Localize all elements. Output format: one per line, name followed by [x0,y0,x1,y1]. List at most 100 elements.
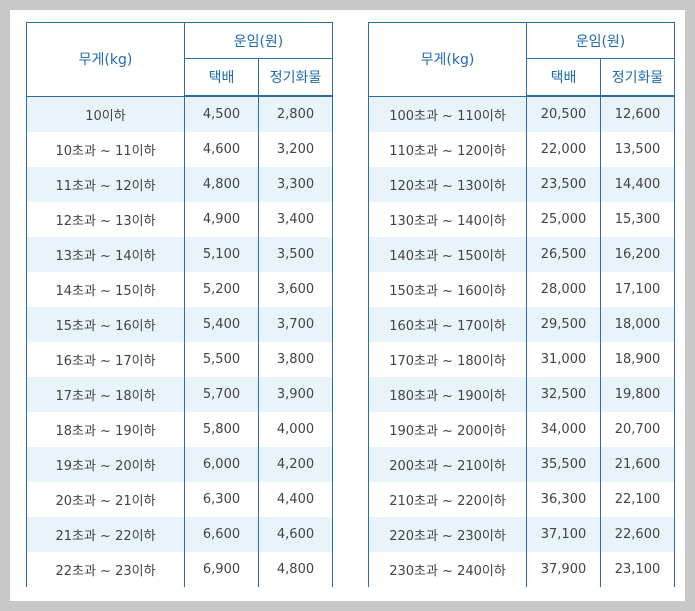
weight-range-cell: 100초과 ~ 110이하 [368,96,527,132]
regular-fare-cell: 2,800 [258,96,333,132]
weight-range-cell: 10이하 [26,96,185,132]
weight-range-cell: 16초과 ~ 17이하 [26,342,185,377]
regular-fare-cell: 13,500 [600,132,675,167]
regular-fare-cell: 3,300 [258,167,333,202]
table-row: 10이하 4,500 2,800 [26,96,333,132]
table-row: 160초과 ~ 170이하 29,500 18,000 [368,307,675,342]
table-row: 230초과 ~ 240이하 37,900 23,100 [368,552,675,587]
weight-range-cell: 160초과 ~ 170이하 [368,307,527,342]
fare-header: 운임(원) [184,22,333,59]
table-row: 21초과 ~ 22이하 6,600 4,600 [26,517,333,552]
table-row: 17초과 ~ 18이하 5,700 3,900 [26,377,333,412]
weight-range-cell: 170초과 ~ 180이하 [368,342,527,377]
weight-range-cell: 230초과 ~ 240이하 [368,552,527,587]
weight-range-cell: 15초과 ~ 16이하 [26,307,185,342]
regular-fare-cell: 16,200 [600,237,675,272]
table-row: 10초과 ~ 11이하 4,600 3,200 [26,132,333,167]
weight-range-cell: 150초과 ~ 160이하 [368,272,527,307]
weight-header: 무게(kg) [26,22,185,97]
weight-range-cell: 21초과 ~ 22이하 [26,517,185,552]
regular-fare-cell: 3,900 [258,377,333,412]
regular-fare-cell: 14,400 [600,167,675,202]
courier-fare-cell: 35,500 [526,447,601,482]
courier-fare-cell: 4,800 [184,167,259,202]
regular-fare-cell: 22,100 [600,482,675,517]
weight-range-cell: 17초과 ~ 18이하 [26,377,185,412]
courier-fare-cell: 6,000 [184,447,259,482]
weight-range-cell: 120초과 ~ 130이하 [368,167,527,202]
weight-range-cell: 110초과 ~ 120이하 [368,132,527,167]
table-row: 220초과 ~ 230이하 37,100 22,600 [368,517,675,552]
weight-range-cell: 210초과 ~ 220이하 [368,482,527,517]
table-row: 22초과 ~ 23이하 6,900 4,800 [26,552,333,587]
courier-fare-cell: 4,500 [184,96,259,132]
courier-fare-cell: 25,000 [526,202,601,237]
table-row: 170초과 ~ 180이하 31,000 18,900 [368,342,675,377]
table-row: 100초과 ~ 110이하 20,500 12,600 [368,96,675,132]
weight-range-cell: 190초과 ~ 200이하 [368,412,527,447]
courier-fare-cell: 20,500 [526,96,601,132]
courier-fare-cell: 5,800 [184,412,259,447]
weight-range-cell: 11초과 ~ 12이하 [26,167,185,202]
courier-fare-cell: 23,500 [526,167,601,202]
weight-range-cell: 140초과 ~ 150이하 [368,237,527,272]
regular-fare-cell: 12,600 [600,96,675,132]
weight-header: 무게(kg) [368,22,527,97]
courier-header: 택배 [526,58,601,97]
table-row: 140초과 ~ 150이하 26,500 16,200 [368,237,675,272]
weight-range-cell: 12초과 ~ 13이하 [26,202,185,237]
courier-fare-cell: 5,100 [184,237,259,272]
courier-fare-cell: 6,900 [184,552,259,587]
courier-fare-cell: 5,700 [184,377,259,412]
regular-fare-cell: 21,600 [600,447,675,482]
regular-fare-cell: 17,100 [600,272,675,307]
weight-range-cell: 18초과 ~ 19이하 [26,412,185,447]
courier-fare-cell: 37,100 [526,517,601,552]
regular-fare-cell: 22,600 [600,517,675,552]
regular-fare-cell: 3,700 [258,307,333,342]
table-row: 110초과 ~ 120이하 22,000 13,500 [368,132,675,167]
table-row: 200초과 ~ 210이하 35,500 21,600 [368,447,675,482]
regular-fare-cell: 18,900 [600,342,675,377]
weight-range-cell: 19초과 ~ 20이하 [26,447,185,482]
table-row: 180초과 ~ 190이하 32,500 19,800 [368,377,675,412]
table-row: 12초과 ~ 13이하 4,900 3,400 [26,202,333,237]
courier-header: 택배 [184,58,259,97]
courier-fare-cell: 34,000 [526,412,601,447]
courier-fare-cell: 4,600 [184,132,259,167]
table-row: 16초과 ~ 17이하 5,500 3,800 [26,342,333,377]
courier-fare-cell: 6,300 [184,482,259,517]
courier-fare-cell: 31,000 [526,342,601,377]
courier-fare-cell: 26,500 [526,237,601,272]
regular-fare-cell: 4,800 [258,552,333,587]
regular-fare-cell: 20,700 [600,412,675,447]
regular-fare-cell: 4,200 [258,447,333,482]
weight-range-cell: 130초과 ~ 140이하 [368,202,527,237]
weight-range-cell: 14초과 ~ 15이하 [26,272,185,307]
regular-fare-cell: 18,000 [600,307,675,342]
weight-range-cell: 180초과 ~ 190이하 [368,377,527,412]
courier-fare-cell: 22,000 [526,132,601,167]
rate-table-right-body: 100초과 ~ 110이하 20,500 12,600 110초과 ~ 120이하 22… [368,96,675,587]
table-row: 14초과 ~ 15이하 5,200 3,600 [26,272,333,307]
weight-range-cell: 10초과 ~ 11이하 [26,132,185,167]
regular-fare-cell: 3,500 [258,237,333,272]
table-row: 13초과 ~ 14이하 5,100 3,500 [26,237,333,272]
weight-range-cell: 22초과 ~ 23이하 [26,552,185,587]
table-row: 120초과 ~ 130이하 23,500 14,400 [368,167,675,202]
courier-fare-cell: 5,400 [184,307,259,342]
courier-fare-cell: 36,300 [526,482,601,517]
fare-header: 운임(원) [526,22,675,59]
regular-fare-cell: 3,200 [258,132,333,167]
weight-range-cell: 20초과 ~ 21이하 [26,482,185,517]
table-row: 15초과 ~ 16이하 5,400 3,700 [26,307,333,342]
regular-fare-cell: 4,000 [258,412,333,447]
table-row: 130초과 ~ 140이하 25,000 15,300 [368,202,675,237]
table-row: 18초과 ~ 19이하 5,800 4,000 [26,412,333,447]
regular-fare-cell: 15,300 [600,202,675,237]
regular-fare-cell: 3,800 [258,342,333,377]
regular-fare-cell: 3,400 [258,202,333,237]
weight-range-cell: 220초과 ~ 230이하 [368,517,527,552]
regular-fare-cell: 3,600 [258,272,333,307]
courier-fare-cell: 29,500 [526,307,601,342]
